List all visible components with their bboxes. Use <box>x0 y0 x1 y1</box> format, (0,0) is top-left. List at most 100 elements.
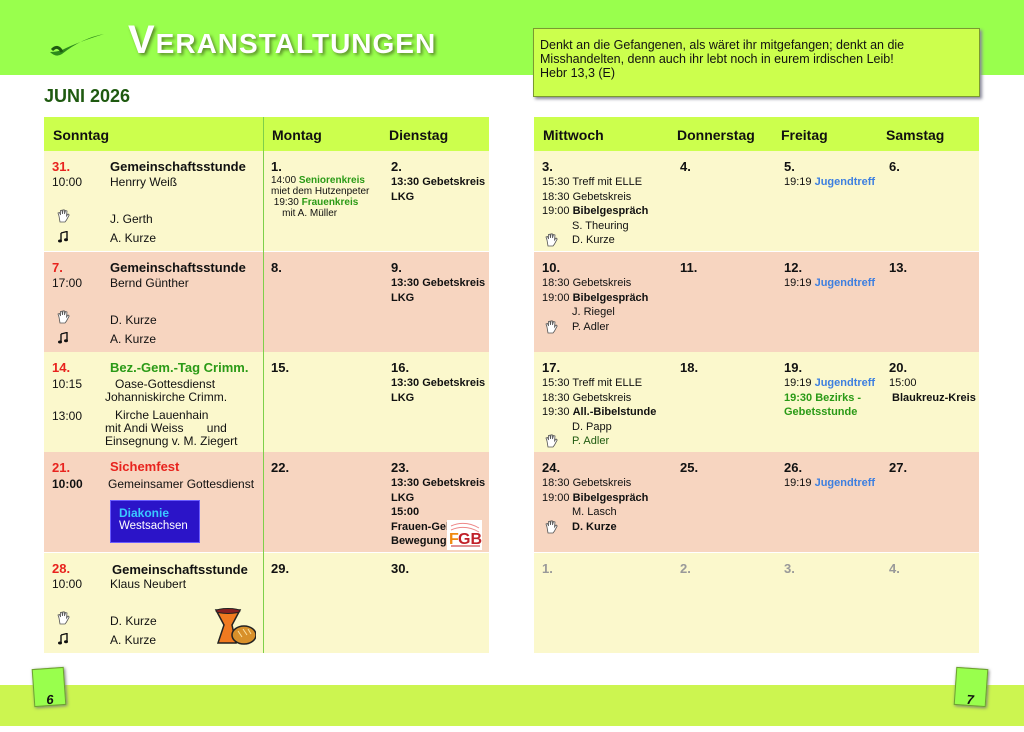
event-time: 10:00 <box>52 577 83 591</box>
hand-icon <box>57 611 70 628</box>
event-line: Bewegung <box>391 534 487 549</box>
event-text: 18:30 Gebetskreis <box>542 477 632 489</box>
event-line: mit Andi Weiss und <box>105 421 227 435</box>
page-title: Veranstaltungen <box>128 18 437 62</box>
event-line: P. Adler <box>542 434 670 449</box>
event-line: 19:19 Jugendtreff <box>784 476 879 491</box>
music-note-icon <box>58 331 68 347</box>
svg-text:GB: GB <box>458 531 482 548</box>
event-text: Gebetsstunde <box>784 406 858 418</box>
verse-reference: Hebr 13,3 (E) <box>540 66 616 80</box>
day-cell: 4. <box>881 553 979 653</box>
week-row: 3. 15:30 Treff mit ELLE 18:30 Gebetskreis 1… <box>534 151 979 251</box>
event-text: M. Lasch <box>572 506 617 518</box>
day-date: 19. <box>784 360 803 375</box>
event-text: 19:19 <box>784 477 815 489</box>
event-time: 17:00 <box>52 276 83 290</box>
event-line: Blaukreuz-Kreis <box>889 391 977 406</box>
event-text: Bibelgespräch <box>572 491 649 504</box>
event-text: D. Kurze <box>572 234 615 246</box>
day-cell-sunday: 21. Sichemfest 10:00 Gemeinsamer Gottesdien… <box>44 452 263 552</box>
hand-icon <box>57 310 70 327</box>
day-cell: 19. 19:19 Jugendtreff 19:30 Bezirks - Gebet… <box>776 352 881 452</box>
day-date: 7. <box>52 260 63 275</box>
day-cell: 18. <box>672 352 776 452</box>
day-header-thursday: Donnerstag <box>677 127 755 143</box>
event-line: 19:19 Jugendtreff <box>784 276 879 291</box>
logo-text: Diakonie <box>119 506 170 520</box>
event-leader: D. Kurze <box>110 614 157 628</box>
event-leader: D. Kurze <box>110 313 157 327</box>
music-note-icon <box>58 230 68 246</box>
event-line: 19:30 All.-Bibelstunde <box>542 405 670 420</box>
event-line: LKG <box>391 190 487 205</box>
fgb-logo: F GB <box>447 520 482 550</box>
event-text: P. Adler <box>572 435 610 447</box>
day-date: 11. <box>680 260 698 275</box>
week-row: 10. 18:30 Gebetskreis 19:00 Bibelgespräch J… <box>534 252 979 352</box>
day-date: 30. <box>391 561 410 576</box>
day-date: 4. <box>680 159 691 174</box>
event-music: A. Kurze <box>110 231 157 245</box>
event-title: Gemeinschaftsstunde <box>110 159 246 174</box>
day-date: 26. <box>784 460 803 475</box>
event-text: LKG <box>391 291 415 304</box>
day-events: 15:30 Treff mit ELLE 18:30 Gebetskreis 19:… <box>542 376 670 449</box>
music-note-icon <box>58 632 68 648</box>
hand-icon <box>545 519 558 539</box>
chalice-bread-icon <box>212 607 257 650</box>
day-date: 28. <box>52 561 71 576</box>
event-line: D. Kurze <box>542 233 670 248</box>
event-line: 19:30 Bezirks - <box>784 391 879 406</box>
event-line: 18:30 Gebetskreis <box>542 476 670 491</box>
day-cell: 27. <box>881 452 979 552</box>
day-header-monday: Montag <box>272 127 322 143</box>
day-events: 15:00 Blaukreuz-Kreis <box>889 376 977 405</box>
event-line: 18:30 Gebetskreis <box>542 190 670 205</box>
event-text: 13:30 Gebetskreis <box>391 176 486 188</box>
day-events: 13:30 Gebetskreis LKG <box>391 276 487 305</box>
day-cell: 16. 13:30 Gebetskreis LKG <box>383 352 489 452</box>
day-date: 6. <box>889 159 900 174</box>
event-line: Gemeinsamer Gottesdienst <box>108 477 255 491</box>
day-cell: 10. 18:30 Gebetskreis 19:00 Bibelgespräch J… <box>534 252 672 352</box>
event-text: Bibelgespräch <box>572 291 649 304</box>
day-cell: 12. 19:19 Jugendtreff <box>776 252 881 352</box>
diakonie-logo: Diakonie Westsachsen <box>110 500 200 543</box>
event-line: D. Kurze <box>542 519 670 535</box>
day-header-tuesday: Dienstag <box>389 127 449 143</box>
header-row: Sonntag Montag Dienstag <box>44 117 489 151</box>
event-text: 19:00 <box>542 205 573 217</box>
day-cell: 25. <box>672 452 776 552</box>
day-events: 19:19 Jugendtreff <box>784 175 879 190</box>
event-title: Gemeinschaftsstunde <box>112 562 248 577</box>
page-number-right: 7 <box>953 666 989 707</box>
event-line: 13:30 Gebetskreis <box>391 376 487 391</box>
calendar-left: Sonntag Montag Dienstag 31. Gemeinschafts… <box>44 117 489 653</box>
event-line: 19:00 Bibelgespräch <box>542 291 670 306</box>
event-text: All.-Bibelstunde <box>572 406 657 418</box>
day-cell: 2. 13:30 Gebetskreis LKG <box>383 151 489 251</box>
event-text: 18:30 Gebetskreis <box>542 190 632 203</box>
event-text: 15:30 Treff mit ELLE <box>542 377 643 389</box>
event-text: 19:30 <box>542 406 573 418</box>
day-header-sunday: Sonntag <box>53 127 109 143</box>
day-header-wednesday: Mittwoch <box>543 127 604 143</box>
event-text: Blaukreuz-Kreis <box>889 391 976 404</box>
day-cell: 8. <box>263 252 383 352</box>
event-line: 19:30 Frauenkreis <box>271 197 381 208</box>
day-date: 5. <box>784 159 795 174</box>
event-line: 13:30 Gebetskreis <box>391 476 487 491</box>
verse-line: Misshandelten, denn auch ihr lebt noch i… <box>540 52 894 66</box>
event-time: 10:00 <box>52 477 83 491</box>
day-events: 15:30 Treff mit ELLE 18:30 Gebetskreis 19:… <box>542 175 670 248</box>
event-music: A. Kurze <box>110 332 157 346</box>
hand-icon <box>57 209 70 226</box>
day-date: 24. <box>542 460 561 475</box>
day-date: 20. <box>889 360 908 375</box>
day-header-friday: Freitag <box>781 127 828 143</box>
event-text: S. Theuring <box>572 219 629 232</box>
event-line: LKG <box>391 291 487 306</box>
event-text: LKG <box>391 391 415 404</box>
bottom-banner <box>0 685 1024 726</box>
